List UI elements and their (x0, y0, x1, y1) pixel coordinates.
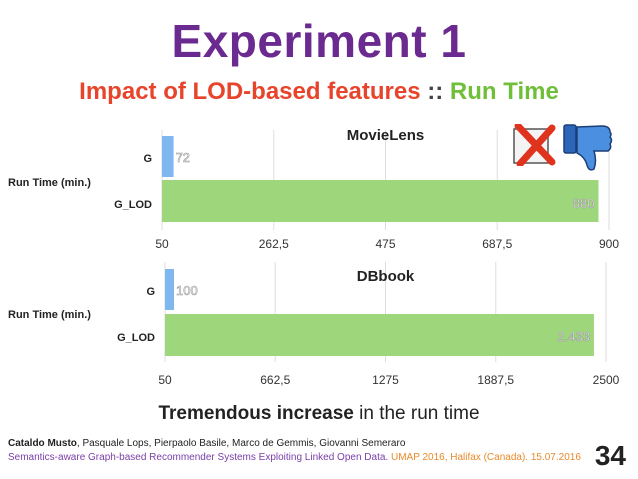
value-label: 100 (176, 283, 198, 298)
category-label: G (143, 153, 152, 165)
chart-title: DBbook (357, 268, 415, 285)
x-tick-label: 662,5 (260, 373, 290, 387)
paper-title: Semantics-aware Graph-based Recommender … (8, 452, 389, 463)
page-number: 34 (594, 440, 626, 471)
x-tick-label: 687,5 (482, 237, 512, 251)
movielens-chart: 50 262,5 475 687,5 900 MovieLens Run Time (min… (8, 127, 619, 251)
x-tick-label: 2500 (593, 373, 620, 387)
authors-line: Cataldo Musto, Pasquale Lops, Pierpaolo … (8, 438, 405, 449)
run-time-charts: 50 262,5 475 687,5 900 MovieLens Run Time (min… (8, 127, 620, 387)
bar-g (162, 136, 174, 177)
slide-title: Experiment 1 (171, 15, 467, 67)
x-tick-label: 262,5 (259, 237, 289, 251)
x-tick-label: 900 (599, 237, 619, 251)
subtitle-topic: Impact of LOD-based features (79, 78, 421, 105)
y-axis-label: Run Time (min.) (8, 309, 91, 321)
co-authors: , Pasquale Lops, Pierpaolo Basile, Marco… (76, 438, 406, 449)
bar-g-lod (162, 180, 599, 222)
conclusion-rest: in the run time (353, 403, 480, 424)
x-tick-label: 50 (158, 373, 172, 387)
red-x-icon (513, 124, 556, 166)
chart-title: MovieLens (347, 127, 425, 144)
value-label: 880 (573, 196, 595, 211)
category-label: G_LOD (114, 199, 152, 211)
dbbook-chart: 50 662,5 1275 1887,5 2500 DBbook Run Time (min… (8, 262, 620, 387)
paper-line: Semantics-aware Graph-based Recommender … (8, 452, 581, 463)
x-tick-label: 475 (375, 237, 395, 251)
paper-venue: UMAP 2016, Halifax (Canada). 15.07.2016 (388, 452, 581, 463)
value-label: 2.433 (557, 329, 590, 344)
subtitle-metric: Run Time (449, 78, 559, 105)
slide-subtitle: Impact of LOD-based features :: Run Time (0, 78, 638, 106)
first-author: Cataldo Musto (8, 438, 77, 449)
y-axis-label: Run Time (min.) (8, 177, 91, 189)
subtitle-separator: :: (420, 78, 450, 105)
bar-g-lod (165, 314, 594, 356)
thumbs-down-icon (563, 124, 613, 171)
x-tick-label: 1275 (372, 373, 399, 387)
bar-g (165, 269, 174, 310)
x-tick-label: 50 (155, 237, 169, 251)
x-tick-label: 1887,5 (477, 373, 514, 387)
conclusion-text: Tremendous increase in the run time (0, 403, 638, 425)
category-label: G_LOD (117, 332, 155, 344)
conclusion-emphasis: Tremendous increase (158, 403, 354, 424)
category-label: G (146, 286, 155, 298)
value-label: 72 (176, 150, 190, 165)
